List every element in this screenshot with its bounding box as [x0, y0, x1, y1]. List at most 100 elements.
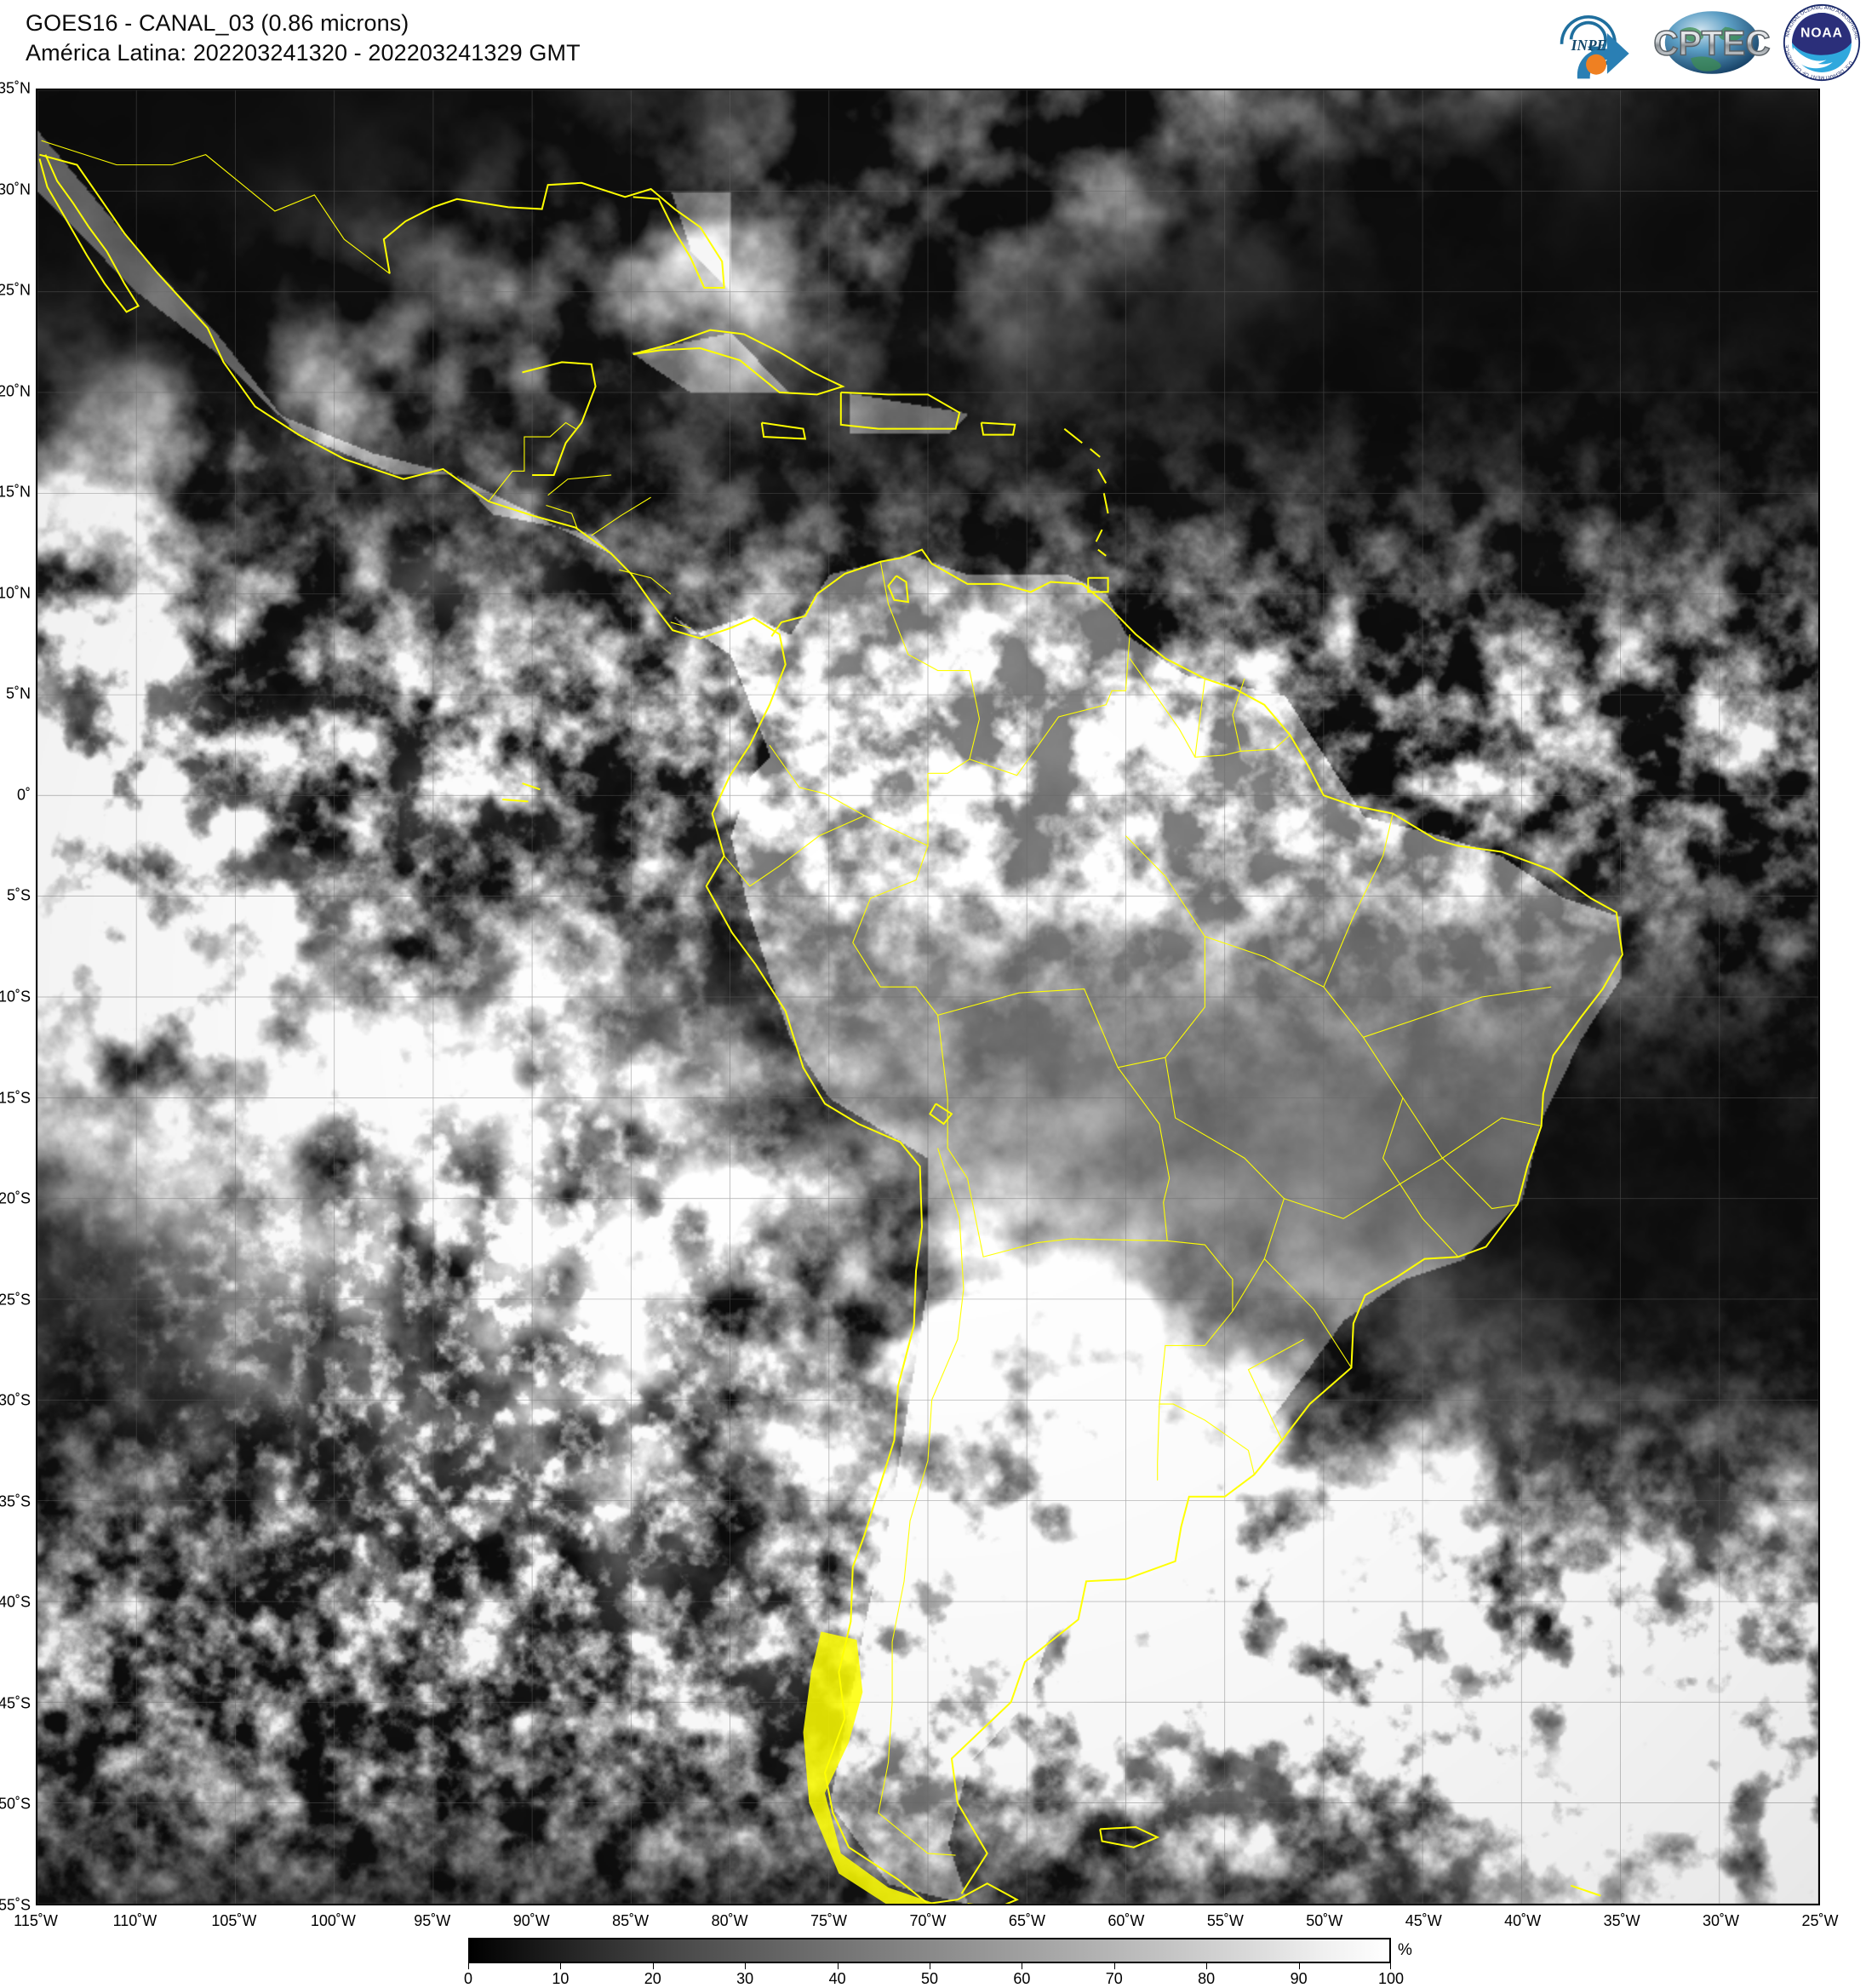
colorbar-tick-label: 20 [644, 1970, 661, 1987]
national-border [1130, 658, 1245, 757]
lon-tick-label: 55˚W [1206, 1912, 1244, 1929]
colorbar-tick-label: 0 [463, 1970, 473, 1987]
coastline [930, 1103, 952, 1124]
coastline [39, 155, 1016, 1904]
lat-tick-label: 30˚N [0, 180, 31, 198]
coastline-overlay [37, 90, 1818, 1904]
coastline [1571, 1886, 1600, 1896]
page-title: GOES16 - CANAL_03 (0.86 microns) [26, 10, 409, 36]
national-border [938, 1015, 1168, 1257]
national-border [1284, 1158, 1442, 1218]
colorbar-tick [468, 1963, 469, 1969]
noaa-logo: NOAA NATIONAL OCEANIC AND ATMOSPHERIC AD… [1783, 3, 1861, 82]
lon-tick-label: 105˚W [211, 1912, 257, 1929]
lon-tick-label: 110˚W [112, 1912, 157, 1929]
national-border [1324, 814, 1393, 988]
national-border [1442, 1118, 1541, 1158]
national-border [770, 745, 928, 845]
national-border [1240, 735, 1290, 751]
svg-text:NOAA: NOAA [1800, 26, 1843, 41]
national-border [1264, 1259, 1351, 1368]
national-border [1205, 937, 1517, 1209]
colorbar-tick [1390, 1963, 1391, 1969]
colorbar-tick [1206, 1963, 1208, 1969]
lat-tick-label: 25˚N [0, 281, 31, 299]
lat-tick-label: 50˚S [0, 1795, 31, 1813]
colorbar-tick [1298, 1963, 1300, 1969]
colorbar[interactable]: % 0 10 20 30 40 50 60 70 80 90 100 [464, 1938, 1412, 1987]
national-border [1159, 1240, 1255, 1474]
svg-text:CPTEC: CPTEC [1653, 24, 1770, 63]
lon-tick-label: 45˚W [1405, 1912, 1442, 1929]
page-subtitle: América Latina: 202203241320 - 202203241… [26, 40, 581, 66]
national-border [1118, 836, 1205, 1068]
national-border [42, 140, 390, 273]
national-border [619, 570, 670, 593]
colorbar-gradient [468, 1938, 1391, 1963]
logo-bar: INPE CPTEC [1548, 2, 1861, 83]
coastline [1064, 429, 1082, 444]
colorbar-tick-label: 90 [1290, 1970, 1308, 1987]
coastline [39, 155, 138, 312]
national-border [546, 505, 577, 530]
lon-tick-label: 70˚W [909, 1912, 947, 1929]
lat-tick-label: 0˚ [16, 786, 31, 804]
inpe-logo: INPE [1560, 14, 1629, 79]
coastline [1088, 578, 1108, 593]
longitude-axis: 115˚W 110˚W 105˚W 100˚W 95˚W 90˚W 85˚W 80˚W 75˚W… [14, 1909, 1838, 1938]
colorbar-tick [745, 1963, 747, 1969]
lon-tick-label: 90˚W [512, 1912, 550, 1929]
coastline [762, 422, 805, 438]
national-border [1195, 679, 1205, 757]
colorbar-tick-label: 10 [552, 1970, 570, 1987]
lat-tick-label: 35˚N [0, 79, 31, 97]
national-border [1165, 1057, 1285, 1311]
coastline [1096, 530, 1102, 541]
colorbar-tick-label: 50 [920, 1970, 939, 1987]
lat-tick-label: 20˚S [0, 1189, 31, 1207]
lat-tick-label: 55˚S [0, 1896, 31, 1914]
colorbar-tick-label: 70 [1105, 1970, 1123, 1987]
lon-tick-label: 30˚W [1703, 1912, 1740, 1929]
national-border [853, 846, 1170, 1241]
coastline [1100, 1827, 1157, 1848]
colorbar-tick-label: 100 [1377, 1970, 1405, 1987]
coastline [982, 422, 1016, 434]
national-border [879, 1148, 964, 1855]
national-border [548, 475, 611, 496]
colorbar-tick-label: 40 [828, 1970, 846, 1987]
lat-tick-label: 10˚S [0, 988, 31, 1005]
lat-tick-label: 15˚N [0, 483, 31, 501]
national-border [489, 422, 575, 501]
national-border [970, 634, 1130, 776]
lon-tick-label: 95˚W [414, 1912, 451, 1929]
coastline [1090, 449, 1101, 457]
coastline [771, 550, 1622, 1894]
lon-tick-label: 85˚W [612, 1912, 650, 1929]
graticule-lines [37, 90, 1818, 1904]
national-border [1383, 1097, 1458, 1257]
national-border [1158, 1404, 1159, 1481]
colorbar-tick-label: 30 [736, 1970, 754, 1987]
lat-tick-label: 10˚N [0, 584, 31, 602]
coastline [523, 783, 541, 789]
latitude-axis: 35˚N 30˚N 25˚N 20˚N 15˚N 10˚N 5˚N 0˚ 5˚S 10˚S 15˚S… [0, 80, 36, 1914]
title-block: GOES16 - CANAL_03 (0.86 microns) América… [26, 9, 581, 68]
chilean-archipelago-fill [803, 1631, 936, 1904]
satellite-map[interactable] [36, 89, 1820, 1905]
national-border [880, 562, 979, 774]
coastline [1104, 493, 1108, 513]
coastline [633, 330, 843, 395]
lat-tick-label: 5˚N [5, 685, 31, 702]
coastline [888, 576, 907, 602]
colorbar-tick-label: 80 [1198, 1970, 1216, 1987]
coastline [1098, 550, 1106, 556]
colorbar-unit-label: % [1398, 1941, 1412, 1959]
header-bar: GOES16 - CANAL_03 (0.86 microns) América… [0, 0, 1866, 89]
national-border [592, 497, 651, 536]
lon-tick-label: 40˚W [1504, 1912, 1542, 1929]
coastline [1098, 469, 1106, 484]
coastline [523, 362, 596, 475]
cptec-logo: CPTEC [1653, 11, 1771, 74]
lat-tick-label: 30˚S [0, 1391, 31, 1409]
